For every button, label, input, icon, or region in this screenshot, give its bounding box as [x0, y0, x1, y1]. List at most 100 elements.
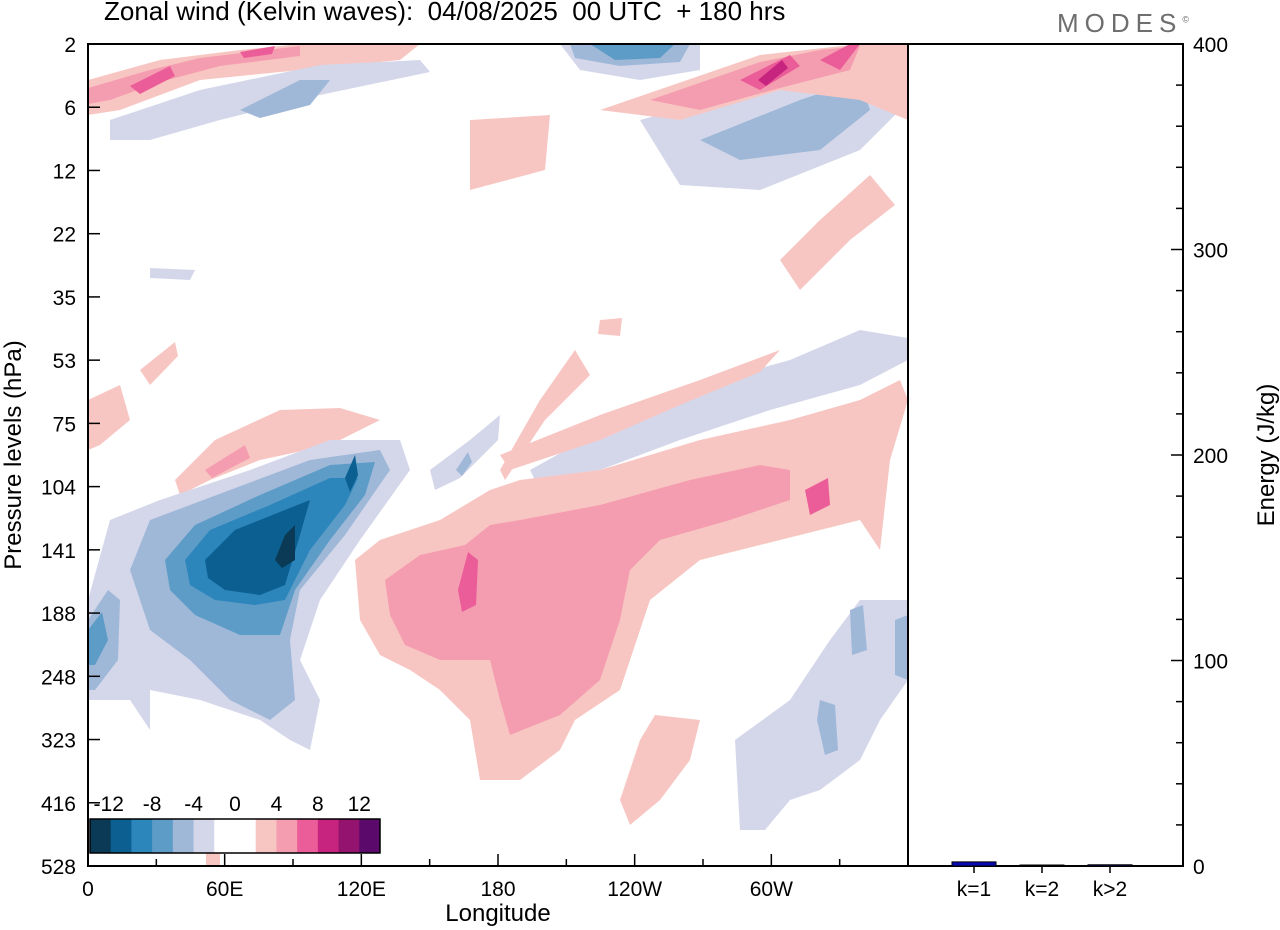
colorbar-swatch: [255, 819, 277, 853]
colorbar-swatch: [235, 819, 257, 853]
colorbar-swatch: [90, 819, 112, 853]
contour-neg-weak: [150, 268, 195, 280]
wind-field: [88, 44, 908, 866]
contour-neg-mod: [590, 44, 675, 60]
bar-label: k=1: [957, 878, 991, 901]
bar-label: k=2: [1025, 878, 1059, 901]
x-axis: 0 60E 120E 180 120W 60W: [82, 854, 841, 901]
contour-neg-weak: [430, 415, 500, 490]
modes-logo: MODES©: [1057, 8, 1189, 39]
energy-panel-frame: [907, 43, 1184, 867]
colorbar-label: 0: [229, 793, 241, 816]
y-tick-label: 416: [41, 793, 76, 816]
energy-tick-label: 0: [1193, 856, 1205, 879]
energy-tick-label: 300: [1193, 240, 1228, 263]
y-tick-label: 53: [53, 350, 76, 373]
energy-axis-title: Energy (J/kg): [1253, 384, 1280, 527]
y-tick-label: 12: [53, 160, 76, 183]
colorbar: -12 -8 -4 0 4 8 12: [89, 793, 381, 854]
contour-pos-weak: [500, 350, 780, 470]
colorbar-frame: [89, 818, 381, 854]
colorbar-label: -4: [184, 793, 203, 816]
contour-neg-core: [275, 525, 295, 568]
contour-neg-deep: [205, 500, 310, 595]
colorbar-label: -8: [143, 793, 162, 816]
contour-neg: [700, 80, 870, 160]
y-tick-label: 2: [64, 34, 76, 57]
colorbar-swatch: [359, 819, 381, 853]
colorbar-label: 8: [312, 793, 324, 816]
contour-pos-weak: [88, 44, 420, 115]
colorbar-swatch: [338, 819, 360, 853]
energy-tick-label: 200: [1193, 445, 1228, 468]
contour-pos-strong: [130, 66, 175, 94]
energy-tick-label: 100: [1193, 651, 1228, 674]
x-tick-label: 60W: [750, 878, 793, 901]
x-tick-label: 180: [480, 878, 515, 901]
colorbar-swatch: [297, 819, 319, 853]
energy-bar: [951, 861, 997, 867]
colorbar-label: 12: [348, 793, 371, 816]
colorbar-swatch: [110, 819, 132, 853]
contour-neg: [817, 700, 838, 755]
energy-bars: k=1 k=2 k>2: [951, 861, 1133, 901]
colorbar-swatch: [131, 819, 153, 853]
colorbar-swatch: [152, 819, 174, 853]
contour-neg: [895, 615, 908, 680]
x-tick-label: 0: [82, 878, 94, 901]
copyright-mark: ©: [1182, 14, 1189, 25]
x-axis-title: Longitude: [445, 900, 550, 927]
y-tick-label: 6: [64, 97, 76, 120]
contour-pos-weak: [598, 318, 622, 336]
colorbar-swatch: [214, 819, 236, 853]
colorbar-swatch: [276, 819, 298, 853]
contour-pos-weak: [780, 175, 895, 290]
contour-pos: [205, 445, 250, 478]
colorbar-swatch: [317, 819, 340, 853]
y-tick-label: 35: [53, 287, 76, 310]
y-axis: 2 6 12 22 35 53 75 104 141 188 248 323 416 528: [41, 34, 100, 879]
energy-tick-label: 400: [1193, 34, 1228, 57]
y-tick-label: 528: [41, 856, 76, 879]
colorbar-swatch: [193, 819, 215, 853]
y-axis-title: Pressure levels (hPa): [0, 340, 27, 569]
x-tick-label: 120W: [607, 878, 662, 901]
contour-pos-strong: [458, 552, 478, 612]
contour-pos: [805, 478, 830, 515]
y-tick-label: 75: [53, 413, 76, 436]
colorbar-label: 4: [271, 793, 283, 816]
y-tick-label: 323: [41, 730, 76, 753]
contour-pos-weak: [206, 850, 220, 866]
contour-pos-strong: [240, 46, 275, 58]
contour-neg: [456, 452, 472, 476]
contour-pos: [88, 46, 300, 104]
chart-title: Zonal wind (Kelvin waves): 04/08/2025 00…: [104, 0, 786, 26]
contour-pos-weak: [175, 408, 380, 495]
y-tick-label: 188: [41, 603, 76, 626]
contour-pos-weak: [88, 385, 130, 450]
energy-axis: 0 100 200 300 400: [1171, 34, 1228, 879]
bar-label: k>2: [1093, 878, 1127, 901]
energy-bar: [1087, 864, 1133, 867]
y-tick-label: 22: [53, 224, 76, 247]
contour-neg: [240, 80, 330, 118]
contour-pos-weak: [140, 342, 178, 385]
contour-neg-weak: [530, 330, 908, 490]
y-tick-label: 141: [41, 540, 76, 563]
modes-logo-text: MODES: [1057, 8, 1183, 38]
colorbar-swatch: [172, 819, 195, 853]
x-tick-label: 120E: [337, 878, 386, 901]
contour-neg-mod: [88, 612, 108, 665]
contour-neg-deep: [345, 455, 358, 492]
contour-neg: [850, 605, 867, 655]
colorbar-label: -12: [94, 793, 124, 816]
contour-pos-strong: [820, 44, 860, 70]
contour-pos: [385, 465, 790, 735]
contour-pos-weak: [620, 715, 700, 825]
x-tick-label: 60E: [206, 878, 243, 901]
energy-bar: [1019, 864, 1065, 867]
contour-pos-core: [758, 60, 788, 86]
y-tick-label: 248: [41, 666, 76, 689]
contour-pos-weak: [470, 115, 550, 190]
